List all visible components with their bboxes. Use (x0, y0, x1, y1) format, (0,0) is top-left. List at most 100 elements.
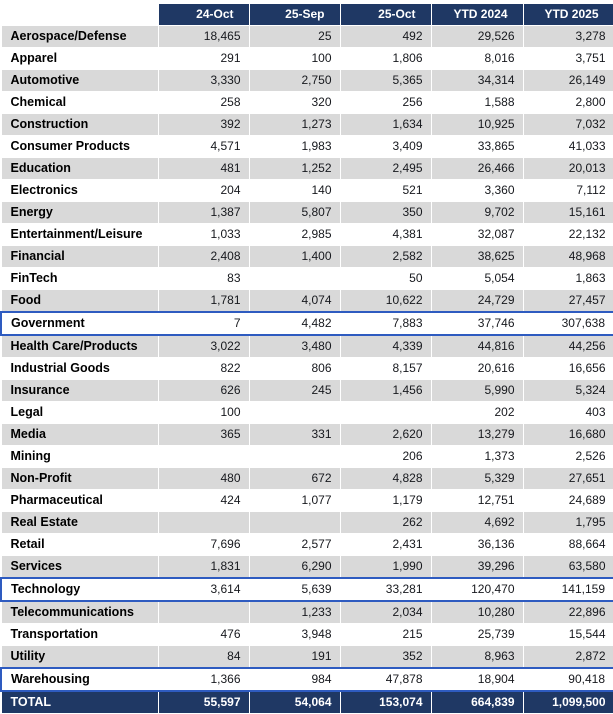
cell-value: 1,588 (430, 91, 524, 114)
cell-value: 2,526 (522, 445, 613, 468)
cell-value: 27,651 (522, 467, 613, 490)
cell-value: 5,639 (248, 577, 341, 602)
cell-value: 100 (157, 401, 250, 424)
column-header: 24-Oct (157, 3, 250, 26)
cell-value: 25,739 (430, 623, 524, 646)
cell-value: 3,330 (157, 69, 250, 92)
cell-value: 7,883 (339, 311, 432, 336)
table-row: FinTech 83 50 5,054 1,863 (0, 267, 613, 290)
cell-value: 34,314 (430, 69, 524, 92)
cell-value (248, 267, 341, 290)
cell-value: 7,112 (522, 179, 613, 202)
highlighted-table-row: Technology 3,614 5,639 33,281 120,470 141,159 (0, 577, 613, 602)
cell-value: 2,495 (339, 157, 432, 180)
row-label: Education (0, 157, 159, 180)
cell-value: 5,990 (430, 379, 524, 402)
cell-value: 1,373 (430, 445, 524, 468)
row-label: Services (0, 555, 159, 579)
table-row: Pharmaceutical 424 1,077 1,179 12,751 24,689 (0, 489, 613, 512)
cell-value: 3,278 (522, 25, 613, 48)
cell-value: 8,016 (430, 47, 524, 70)
cell-value: 4,482 (248, 311, 341, 336)
table-row: Non-Profit 480 672 4,828 5,329 27,651 (0, 467, 613, 490)
cell-value: 1,387 (157, 201, 250, 224)
cell-value: 22,132 (522, 223, 613, 246)
cell-value: 32,087 (430, 223, 524, 246)
cell-value: 27,457 (522, 289, 613, 313)
table-row: Food 1,781 4,074 10,622 24,729 27,457 (0, 289, 613, 313)
cell-value: 7,032 (522, 113, 613, 136)
cell-value: 262 (339, 511, 432, 534)
cell-value: 24,729 (430, 289, 524, 313)
cell-value: 822 (157, 357, 250, 380)
cell-value: 2,431 (339, 533, 432, 556)
row-label: FinTech (0, 267, 159, 290)
cell-value: 806 (248, 357, 341, 380)
table-row: Health Care/Products 3,022 3,480 4,339 44,81… (0, 334, 613, 358)
table-row: Apparel 291 100 1,806 8,016 3,751 (0, 47, 613, 70)
row-label: Technology (0, 577, 159, 602)
cell-value: 4,692 (430, 511, 524, 534)
cell-value: 10,280 (430, 600, 524, 624)
cell-value: 55,597 (157, 690, 250, 714)
cell-value: 258 (157, 91, 250, 114)
table-row: Entertainment/Leisure 1,033 2,985 4,381 32,0… (0, 223, 613, 246)
table-row: Real Estate 262 4,692 1,795 (0, 511, 613, 534)
row-label: TOTAL (0, 690, 159, 714)
cell-value: 10,622 (339, 289, 432, 313)
cell-value: 3,480 (248, 334, 341, 358)
cell-value: 4,828 (339, 467, 432, 490)
row-label: Government (0, 311, 159, 336)
row-label: Non-Profit (0, 467, 159, 490)
cell-value: 672 (248, 467, 341, 490)
cell-value: 15,544 (522, 623, 613, 646)
row-label: Real Estate (0, 511, 159, 534)
table-row: Media 365 331 2,620 13,279 16,680 (0, 423, 613, 446)
column-header: 25-Sep (248, 3, 341, 26)
cell-value: 5,054 (430, 267, 524, 290)
cell-value: 2,620 (339, 423, 432, 446)
table-row: Industrial Goods 822 806 8,157 20,616 16,656 (0, 357, 613, 380)
cell-value: 2,872 (522, 645, 613, 669)
cell-value: 16,680 (522, 423, 613, 446)
cell-value: 320 (248, 91, 341, 114)
cell-value: 44,816 (430, 334, 524, 358)
table-row: Retail 7,696 2,577 2,431 36,136 88,664 (0, 533, 613, 556)
cell-value: 307,638 (522, 311, 613, 336)
cell-value: 38,625 (430, 245, 524, 268)
cell-value: 2,408 (157, 245, 250, 268)
row-label: Chemical (0, 91, 159, 114)
table-row: Telecommunications 1,233 2,034 10,280 22,896 (0, 600, 613, 624)
cell-value: 50 (339, 267, 432, 290)
sector-table: 24-Oct 25-Sep 25-Oct YTD 2024 YTD 2025 Aeros… (0, 3, 613, 714)
cell-value: 37,746 (430, 311, 524, 336)
cell-value: 1,233 (248, 600, 341, 624)
cell-value: 403 (522, 401, 613, 424)
row-label: Consumer Products (0, 135, 159, 158)
cell-value: 1,806 (339, 47, 432, 70)
cell-value: 22,896 (522, 600, 613, 624)
cell-value: 424 (157, 489, 250, 512)
cell-value: 24,689 (522, 489, 613, 512)
column-header: YTD 2025 (522, 3, 613, 26)
cell-value: 13,279 (430, 423, 524, 446)
cell-value: 5,324 (522, 379, 613, 402)
cell-value: 476 (157, 623, 250, 646)
column-header: YTD 2024 (430, 3, 524, 26)
cell-value: 48,968 (522, 245, 613, 268)
highlighted-table-row: Government 7 4,482 7,883 37,746 307,638 (0, 311, 613, 336)
table-row: Consumer Products 4,571 1,983 3,409 33,865 41… (0, 135, 613, 158)
cell-value: 7,696 (157, 533, 250, 556)
cell-value: 18,465 (157, 25, 250, 48)
cell-value: 120,470 (430, 577, 524, 602)
cell-value: 3,948 (248, 623, 341, 646)
cell-value: 3,360 (430, 179, 524, 202)
cell-value: 153,074 (339, 690, 432, 714)
cell-value: 291 (157, 47, 250, 70)
cell-value: 41,033 (522, 135, 613, 158)
row-label: Retail (0, 533, 159, 556)
cell-value: 392 (157, 113, 250, 136)
row-label: Transportation (0, 623, 159, 646)
cell-value: 204 (157, 179, 250, 202)
cell-value: 256 (339, 91, 432, 114)
